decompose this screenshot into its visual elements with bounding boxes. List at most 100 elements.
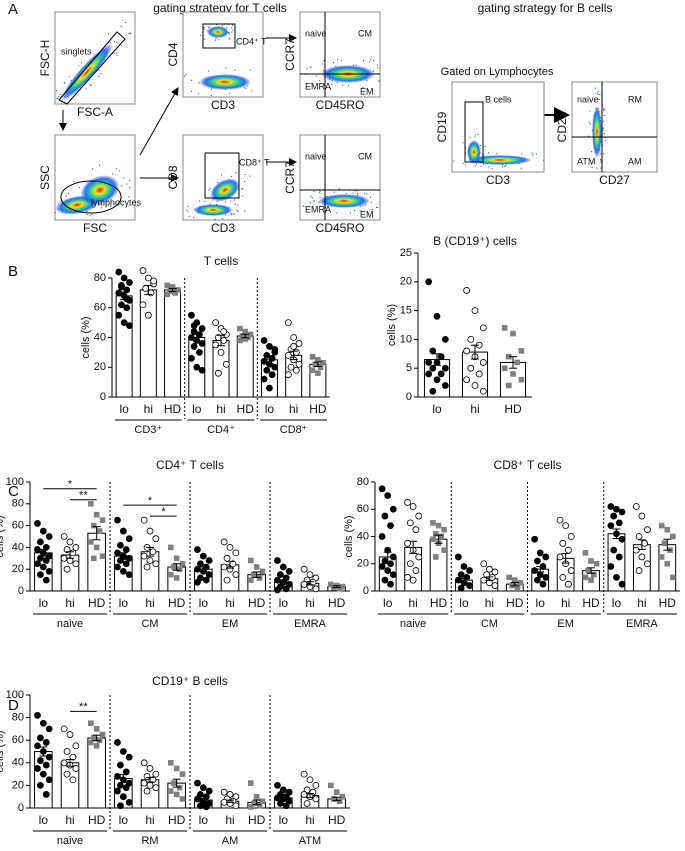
event-dot xyxy=(602,153,605,155)
data-point xyxy=(635,567,643,574)
data-point xyxy=(120,274,128,282)
data-point xyxy=(217,348,225,356)
event-dot xyxy=(110,205,112,207)
group-label: CM xyxy=(141,618,158,630)
data-point xyxy=(479,359,487,366)
data-point xyxy=(661,540,668,547)
event-dot xyxy=(591,166,593,169)
event-dot xyxy=(355,64,357,66)
x-tick-label: lo xyxy=(192,402,202,416)
data-point xyxy=(69,753,77,761)
data-point xyxy=(312,585,320,593)
x-tick-label: hi xyxy=(637,596,646,610)
data-point xyxy=(632,546,640,554)
x-tick-label: hi xyxy=(216,402,225,416)
event-dot xyxy=(249,69,252,71)
event-dot xyxy=(532,154,534,156)
bar xyxy=(236,335,254,398)
y-tick-label: 20 xyxy=(12,779,24,791)
data-point xyxy=(125,571,133,579)
data-point xyxy=(635,533,643,540)
gate-label: CM xyxy=(358,28,372,38)
data-point xyxy=(389,571,397,579)
data-point xyxy=(168,544,174,551)
event-dot xyxy=(372,60,375,62)
data-point xyxy=(263,366,271,374)
data-point xyxy=(511,577,518,583)
data-point xyxy=(117,541,124,549)
event-dot xyxy=(118,170,120,172)
data-point xyxy=(140,759,148,767)
y-axis-label: cells (%) xyxy=(0,515,6,557)
gate xyxy=(204,152,240,199)
event-dot xyxy=(221,24,223,27)
x-tick-label: HD xyxy=(237,402,255,416)
y-axis-label: CCR7 xyxy=(283,161,297,194)
event-dot xyxy=(237,210,239,212)
event-dot xyxy=(116,52,118,54)
event-dot xyxy=(116,41,118,44)
data-point xyxy=(336,586,343,592)
data-point xyxy=(274,794,281,802)
bar-chart: CD19⁺ B cells 0 20 40 60 80 100 cells (%) lo hi HD… xyxy=(0,674,350,847)
data-point xyxy=(491,568,499,576)
y-axis-label: cells (%) xyxy=(80,316,92,358)
data-point xyxy=(144,311,152,319)
event-dot xyxy=(89,84,91,86)
y-tick-label: 40 xyxy=(357,530,369,542)
event-dot xyxy=(193,216,195,218)
data-point xyxy=(194,779,201,787)
event-dot xyxy=(600,161,602,163)
data-point xyxy=(471,382,479,389)
data-point xyxy=(256,575,263,581)
data-point xyxy=(194,578,201,586)
data-point xyxy=(125,535,133,543)
x-tick-label: hi xyxy=(561,596,570,610)
data-point xyxy=(638,512,646,520)
event-dot xyxy=(107,33,109,35)
data-point xyxy=(179,771,186,777)
event-dot xyxy=(600,153,602,155)
group-label: EMRA xyxy=(626,618,658,630)
data-point xyxy=(202,803,210,811)
data-point xyxy=(248,577,254,583)
x-tick-label: lo xyxy=(119,596,129,610)
y-axis-label: CD21 xyxy=(555,111,569,142)
event-dot xyxy=(115,168,117,170)
gate-label: singlets xyxy=(61,46,92,56)
x-tick-label: hi xyxy=(470,402,479,416)
data-point xyxy=(300,770,308,778)
data-point xyxy=(607,522,615,529)
event-dot xyxy=(345,192,347,195)
event-dot xyxy=(359,210,361,212)
data-point xyxy=(501,325,508,331)
group-label: EMRA xyxy=(294,618,326,630)
event-dot xyxy=(237,204,239,206)
event-dot xyxy=(302,205,305,207)
event-dot xyxy=(229,92,231,94)
event-dot xyxy=(242,195,244,197)
event-dot xyxy=(353,209,356,212)
x-tick-label: hi xyxy=(65,813,74,827)
y-tick-label: 0 xyxy=(18,802,24,814)
data-point xyxy=(69,776,77,784)
event-dot xyxy=(331,83,333,85)
event-dot xyxy=(474,165,476,167)
data-point xyxy=(559,573,567,581)
event-dot xyxy=(590,163,593,165)
significance-label: * xyxy=(68,479,73,491)
data-point xyxy=(670,574,676,581)
event-dot xyxy=(589,123,592,125)
bar xyxy=(164,289,182,398)
data-point xyxy=(152,784,160,792)
data-point xyxy=(292,348,300,356)
data-point xyxy=(292,366,300,374)
panel-label: B xyxy=(8,263,18,280)
density xyxy=(193,204,233,216)
event-dot xyxy=(362,59,365,62)
data-point xyxy=(514,359,520,366)
x-tick-label: hi xyxy=(145,596,154,610)
gate-label: CD8⁺ T xyxy=(239,157,270,167)
data-point xyxy=(188,334,195,341)
data-point xyxy=(315,370,321,376)
